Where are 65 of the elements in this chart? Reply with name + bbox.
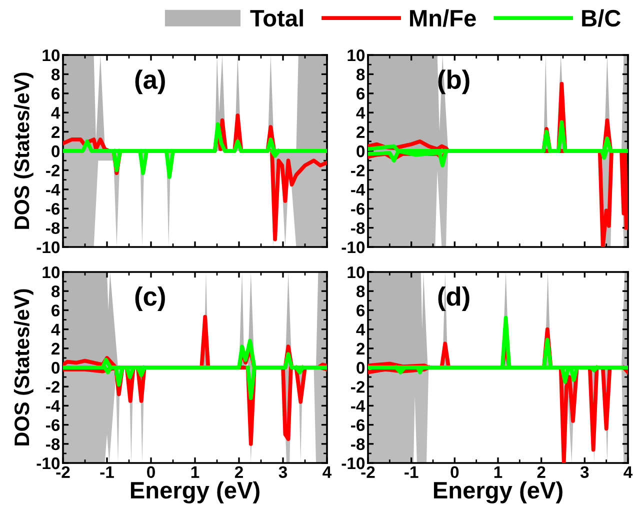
y-tick-label: 0 <box>356 362 365 374</box>
y-tick-label: 6 <box>52 304 60 316</box>
y-tick-label: 2 <box>52 126 60 138</box>
y-tick-label: -6 <box>46 203 60 215</box>
y-tick-label: 4 <box>356 107 366 119</box>
y-tick-label: 0 <box>52 145 60 158</box>
y-tick-label: -2 <box>351 164 365 176</box>
y-tick-label: -8 <box>46 222 60 234</box>
y-tick-label: -8 <box>46 438 60 450</box>
annotation: (d) <box>438 286 470 312</box>
y-tick-label: 0 <box>356 145 365 158</box>
y-tick-label: -6 <box>351 203 365 215</box>
y-tick-label: 0 <box>52 362 60 374</box>
y-tick-label: 8 <box>356 286 365 298</box>
x-tick-label: 3 <box>580 466 589 478</box>
y-tick-label: 4 <box>51 324 60 336</box>
y-tick-label: 10 <box>42 49 60 62</box>
annotation: (b) <box>438 70 470 94</box>
y-axis-title: DOS (States/eV) <box>14 72 34 229</box>
x-tick-label: 2 <box>537 466 546 478</box>
y-tick-label: 4 <box>51 107 60 119</box>
x-tick-label: 2 <box>234 466 243 478</box>
x-tick-label: 3 <box>278 466 288 478</box>
y-tick-label: 6 <box>356 88 365 100</box>
x-tick-label: 1 <box>191 466 200 478</box>
y-tick-label: -8 <box>351 222 365 234</box>
x-axis-title: Energy (eV) <box>434 481 562 504</box>
x-tick-label: 4 <box>322 466 332 478</box>
x-tick-label: -1 <box>100 466 114 478</box>
y-tick-label: 10 <box>348 266 365 278</box>
y-tick-label: -8 <box>351 438 365 450</box>
y-tick-label: 10 <box>42 266 60 278</box>
y-tick-label: -2 <box>351 381 365 393</box>
x-axis-title: Energy (eV) <box>130 481 260 504</box>
y-tick-label: -4 <box>46 400 60 412</box>
y-tick-label: 6 <box>356 304 365 316</box>
legend-label: B/C <box>582 9 621 27</box>
x-tick-label: 0 <box>147 466 155 478</box>
y-tick-label: 4 <box>356 324 366 336</box>
x-tick-label: 1 <box>494 466 502 478</box>
legend-label: Mn/Fe <box>410 9 476 27</box>
y-tick-label: 8 <box>356 68 365 80</box>
y-axis-title: DOS (States/eV) <box>14 289 34 446</box>
x-tick-label: 4 <box>624 466 633 478</box>
y-tick-label: 2 <box>52 342 60 354</box>
x-tick-label: 0 <box>450 466 459 478</box>
y-tick-label: 8 <box>51 286 60 298</box>
y-tick-label: -6 <box>351 419 365 432</box>
y-tick-label: 8 <box>51 68 60 80</box>
x-tick-label: -1 <box>404 466 418 478</box>
y-tick-label: 2 <box>356 342 365 354</box>
legend-label: Total <box>250 9 303 27</box>
y-tick-label: 2 <box>356 126 365 138</box>
annotation: (a) <box>135 70 165 94</box>
y-tick-label: -10 <box>36 241 60 254</box>
y-tick-label: -4 <box>351 400 366 412</box>
y-tick-label: 10 <box>348 49 365 62</box>
y-tick-label: -2 <box>46 381 60 393</box>
y-tick-label: -4 <box>351 184 366 196</box>
annotation: (c) <box>135 286 165 312</box>
y-tick-label: 6 <box>52 88 60 100</box>
y-tick-label: -2 <box>46 164 60 176</box>
y-tick-label: -10 <box>342 241 365 254</box>
y-tick-label: -6 <box>46 419 60 432</box>
y-tick-label: -4 <box>46 184 60 196</box>
